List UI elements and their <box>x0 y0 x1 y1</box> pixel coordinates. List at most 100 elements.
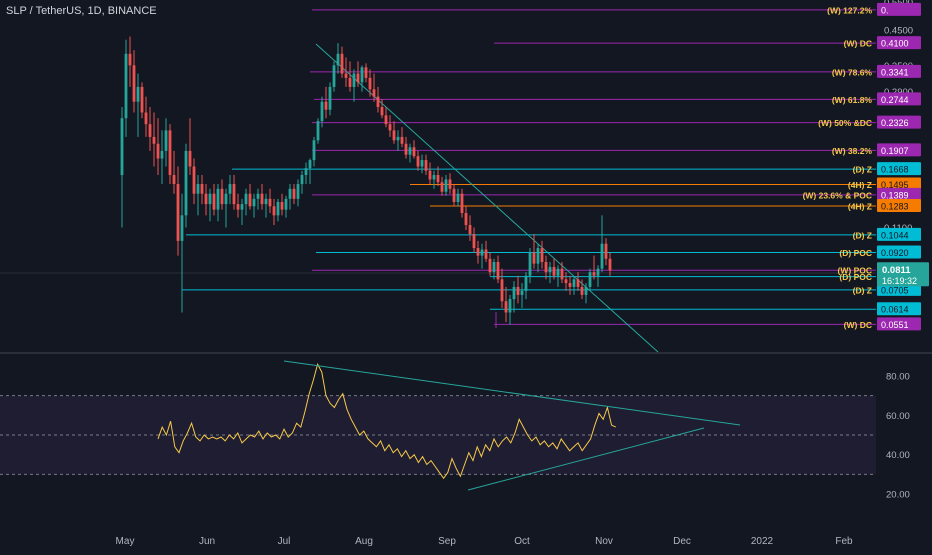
time-tick: Sep <box>438 536 456 547</box>
price-badge-label: 0.0551 <box>881 320 909 330</box>
time-tick: Dec <box>673 536 691 547</box>
candle-body <box>556 268 560 276</box>
price-badge <box>877 177 921 191</box>
countdown-label: 16:19:32 <box>882 276 917 286</box>
candle-body <box>572 279 576 287</box>
time-tick: Jun <box>199 536 215 547</box>
candle-body <box>260 193 264 205</box>
price-badge-label: 0.0920 <box>881 248 909 258</box>
candle-body <box>460 193 464 214</box>
level-label: (W) POC <box>838 266 872 276</box>
price-badge-label: 0.1668 <box>881 165 909 175</box>
candle-body <box>588 272 592 287</box>
candle-body <box>152 136 156 144</box>
level-label: (D) POC <box>839 248 872 258</box>
candle-body <box>268 198 272 207</box>
candle-body <box>476 248 480 256</box>
candle-body <box>404 143 408 155</box>
candle-body <box>544 262 548 273</box>
rsi-trendline-upper <box>283 360 741 426</box>
candle-body <box>300 175 304 185</box>
candle-body <box>440 182 444 192</box>
candle-body <box>408 147 412 155</box>
candle-body <box>216 188 220 210</box>
price-badge <box>877 115 921 129</box>
price-badge <box>877 36 921 50</box>
rsi-tick: 40.00 <box>886 450 910 461</box>
candle-body <box>320 101 324 122</box>
candle-body <box>520 290 524 295</box>
rsi-trendline-lower <box>467 427 705 491</box>
candle-body <box>492 262 496 273</box>
candle-body <box>256 193 260 199</box>
candle-body <box>156 143 160 159</box>
price-badge <box>877 92 921 106</box>
candle-body <box>340 53 344 74</box>
candle-body <box>176 184 180 241</box>
candle-body <box>272 206 276 216</box>
candle-body <box>212 193 216 210</box>
level-label: (W) 23.6% & POC <box>803 190 872 200</box>
candle-body <box>356 73 360 83</box>
candle-body <box>504 301 508 313</box>
current-price-badge <box>877 262 929 287</box>
time-tick: 2022 <box>751 536 774 547</box>
candle-body <box>172 175 176 185</box>
price-badge-label: 0.0614 <box>881 305 909 315</box>
level-label: (W) DC <box>844 39 872 49</box>
candle-body <box>180 215 184 241</box>
candle-body <box>192 166 196 194</box>
level-label: (D) Z <box>853 285 872 295</box>
candle-body <box>540 248 544 263</box>
candle-body <box>332 65 336 87</box>
price-badge-label: 0.4100 <box>881 39 909 49</box>
candle-body <box>496 262 500 280</box>
candle-body <box>276 201 280 216</box>
candle-body <box>140 86 144 113</box>
candle-body <box>516 286 520 295</box>
candle-body <box>376 96 380 107</box>
candle-body <box>160 150 164 159</box>
candle-body <box>348 77 352 87</box>
price-badge-label: 0.0705 <box>881 285 909 295</box>
rsi-tick: 20.00 <box>886 490 910 501</box>
candle-body <box>236 204 240 210</box>
candle-body <box>512 286 516 300</box>
candle-body <box>308 160 312 169</box>
price-badge-label: 0.1283 <box>881 201 909 211</box>
time-tick: Aug <box>355 536 373 547</box>
time-tick: Oct <box>514 536 530 547</box>
candle-body <box>604 243 608 259</box>
candle-body <box>372 89 376 97</box>
price-trendline <box>315 43 659 353</box>
price-badge <box>877 245 921 259</box>
candle-body <box>344 73 348 78</box>
current-price-label: 0.0811 <box>882 265 911 276</box>
price-badge <box>877 227 921 241</box>
candle-body <box>432 175 436 180</box>
candle-body <box>508 299 512 313</box>
candle-body <box>580 286 584 295</box>
candle-body <box>196 184 200 194</box>
candle-body <box>220 188 224 205</box>
candle-body <box>204 193 208 205</box>
price-badge-label: 0.3341 <box>881 67 909 77</box>
candle-body <box>468 224 472 235</box>
candle-body <box>328 86 332 110</box>
price-badge <box>877 187 921 201</box>
candle-body <box>292 188 296 199</box>
candle-body <box>552 266 556 276</box>
price-tick: 0.4500 <box>884 26 913 37</box>
candle-body <box>208 193 212 205</box>
candle-body <box>136 86 140 102</box>
candle-body <box>264 198 268 205</box>
candle-body <box>564 279 568 284</box>
level-label: (W) DC <box>844 320 872 330</box>
candle-body <box>200 184 204 194</box>
candle-body <box>284 198 288 210</box>
candle-body <box>368 77 372 90</box>
candle-body <box>324 101 328 110</box>
candle-body <box>452 188 456 202</box>
price-badge-label: 0.1495 <box>881 180 909 190</box>
price-badge-label: 0.1907 <box>881 146 909 156</box>
